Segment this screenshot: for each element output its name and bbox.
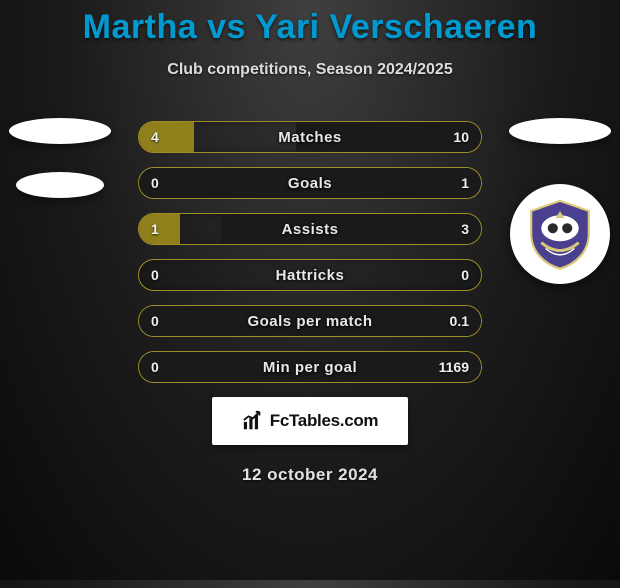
- stat-row: 00.1Goals per match: [138, 305, 482, 337]
- player-right-slot: [505, 118, 615, 284]
- stat-row: 00Hattricks: [138, 259, 482, 291]
- stat-row: 13Assists: [138, 213, 482, 245]
- date-line: 12 october 2024: [0, 465, 620, 485]
- player-right-photo-placeholder: [509, 118, 611, 144]
- subtitle: Club competitions, Season 2024/2025: [0, 61, 620, 79]
- brand-chart-icon: [242, 410, 264, 432]
- page-title: Martha vs Yari Verschaeren: [0, 8, 620, 47]
- anderlecht-crest-icon: [524, 198, 596, 270]
- stat-label: Assists: [139, 214, 481, 244]
- stat-label: Goals: [139, 168, 481, 198]
- stat-label: Hattricks: [139, 260, 481, 290]
- player-left-club-placeholder: [16, 172, 104, 198]
- stat-rows-container: 410Matches 01Goals 13Assists 00Hattricks 00.…: [138, 121, 482, 383]
- player-right-club-badge: [510, 184, 610, 284]
- stat-row: 01Goals: [138, 167, 482, 199]
- stat-label: Matches: [139, 122, 481, 152]
- stat-label: Goals per match: [139, 306, 481, 336]
- brand-badge: FcTables.com: [212, 397, 408, 445]
- stat-row: 410Matches: [138, 121, 482, 153]
- player-left-photo-placeholder: [9, 118, 111, 144]
- player-left-slot: [5, 118, 115, 198]
- brand-text: FcTables.com: [270, 411, 379, 431]
- stat-label: Min per goal: [139, 352, 481, 382]
- stat-row: 01169Min per goal: [138, 351, 482, 383]
